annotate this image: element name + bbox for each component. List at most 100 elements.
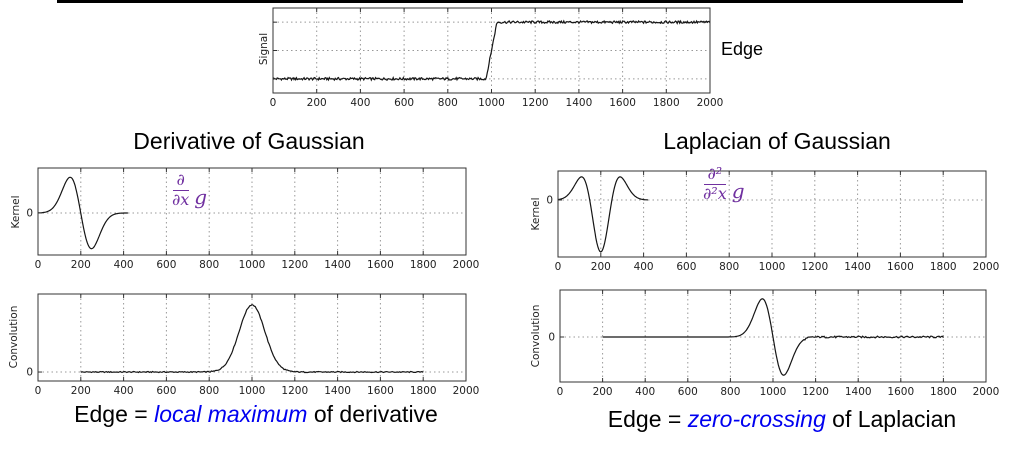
signal-curve — [272, 19, 711, 82]
laplacian-formula-numerator: ∂² — [703, 165, 727, 185]
x-tick-label: 2000 — [453, 385, 480, 397]
x-tick-label: 1800 — [930, 261, 957, 273]
x-tick-label: 0 — [270, 97, 277, 109]
left-title: Derivative of Gaussian — [133, 128, 365, 154]
x-tick-label: 1000 — [239, 385, 266, 397]
x-tick-label: 1800 — [410, 385, 437, 397]
laplacian-formula: ∂² ∂²x g — [701, 165, 745, 204]
x-tick-label: 1200 — [802, 386, 829, 398]
derivative-formula-fraction: ∂ ∂x — [170, 171, 191, 209]
x-tick-label: 1800 — [410, 259, 437, 271]
x-tick-label: 1400 — [566, 97, 593, 109]
x-tick-label: 200 — [71, 259, 91, 271]
derivative-convolution-ylabel: Convolution — [8, 305, 20, 369]
x-tick-label: 1200 — [281, 385, 308, 397]
derivative-formula-operand: g — [194, 185, 208, 210]
x-tick-label: 1000 — [759, 261, 786, 273]
x-tick-label: 200 — [307, 97, 327, 109]
conv_dog-curve — [80, 304, 424, 374]
x-tick-label: 1200 — [281, 259, 308, 271]
x-tick-label: 400 — [114, 259, 134, 271]
x-tick-label: 400 — [634, 261, 654, 273]
x-tick-label: 2000 — [453, 259, 480, 271]
derivative-formula: ∂ ∂x g — [170, 171, 208, 210]
x-tick-label: 1200 — [522, 97, 549, 109]
x-tick-label: 0 — [35, 259, 42, 271]
derivative-formula-numerator: ∂ — [172, 171, 189, 191]
right-caption-prefix: Edge = — [607, 406, 688, 432]
x-tick-label: 1600 — [609, 97, 636, 109]
top-divider-rule — [57, 0, 963, 3]
laplacian-kernel-plot: 0 200 400 600 800 1000 1200 1400 1600 1800 2000 0 — [538, 167, 1010, 280]
left-caption: Edge = local maximum of derivative — [26, 401, 486, 428]
right-caption: Edge = zero-crossing of Laplacian — [552, 406, 1012, 433]
y-tick-label: 0 — [26, 207, 33, 219]
x-tick-label: 1000 — [478, 97, 505, 109]
x-tick-label: 2000 — [973, 386, 1000, 398]
conv_log-canvas: 0 200 400 600 800 1000 1200 1400 1600 1800 2000 0 — [548, 289, 1000, 398]
x-tick-label: 600 — [156, 385, 176, 397]
x-tick-label: 1000 — [760, 386, 787, 398]
x-tick-label: 200 — [591, 261, 611, 273]
derivative-formula-denominator: ∂x — [172, 189, 190, 209]
x-tick-label: 600 — [678, 386, 698, 398]
x-tick-label: 2000 — [973, 261, 1000, 273]
derivative-kernel-plot: 0 200 400 600 800 1000 1200 1400 1600 1800 2000 0 — [18, 164, 490, 278]
x-tick-label: 200 — [71, 385, 91, 397]
right-title: Laplacian of Gaussian — [663, 128, 891, 154]
laplacian-formula-denominator: ∂²x — [703, 183, 727, 203]
left-caption-suffix: of derivative — [307, 401, 438, 427]
derivative-kernel-ylabel: Kernel — [10, 195, 22, 229]
kernel_dog-canvas: 0 200 400 600 800 1000 1200 1400 1600 1800 2000 0 — [26, 167, 480, 271]
x-tick-label: 800 — [199, 259, 219, 271]
laplacian-convolution-ylabel: Convolution — [530, 304, 542, 368]
kernel_log-canvas: 0 200 400 600 800 1000 1200 1400 1600 1800 2000 0 — [546, 170, 1000, 273]
x-tick-label: 800 — [720, 386, 740, 398]
kernel_dog-curve — [38, 176, 128, 250]
x-tick-label: 1600 — [887, 261, 914, 273]
x-tick-label: 400 — [114, 385, 134, 397]
laplacian-kernel-ylabel: Kernel — [530, 197, 542, 231]
x-tick-label: 1800 — [653, 97, 680, 109]
x-tick-label: 1600 — [367, 385, 394, 397]
right-caption-highlight: zero-crossing — [687, 406, 826, 432]
x-tick-label: 1400 — [324, 385, 351, 397]
x-tick-label: 600 — [156, 259, 176, 271]
x-tick-label: 0 — [557, 386, 564, 398]
x-tick-label: 1800 — [930, 386, 957, 398]
x-tick-label: 200 — [593, 386, 613, 398]
x-tick-label: 1000 — [239, 259, 266, 271]
y-tick-label: 0 — [26, 367, 33, 379]
x-tick-label: 1200 — [801, 261, 828, 273]
left-caption-prefix: Edge = — [74, 401, 155, 427]
laplacian-formula-operand: g — [731, 179, 745, 204]
y-tick-label: 0 — [546, 195, 553, 207]
derivative-convolution-plot: 0 200 400 600 800 1000 1200 1400 1600 1800 2000 0 — [18, 290, 490, 404]
left-caption-highlight: local maximum — [154, 401, 308, 427]
x-tick-label: 1600 — [887, 386, 914, 398]
y-tick-label: 0 — [548, 332, 555, 344]
x-tick-label: 800 — [438, 97, 458, 109]
edge-annotation: Edge — [721, 39, 764, 59]
x-tick-label: 800 — [719, 261, 739, 273]
x-tick-label: 800 — [199, 385, 219, 397]
laplacian-formula-fraction: ∂² ∂²x — [701, 165, 729, 203]
x-tick-label: 1600 — [367, 259, 394, 271]
x-tick-label: 400 — [350, 97, 370, 109]
x-tick-label: 1400 — [845, 386, 872, 398]
right-caption-suffix: of Laplacian — [825, 406, 957, 432]
conv_dog-canvas: 0 200 400 600 800 1000 1200 1400 1600 1800 2000 0 — [26, 293, 480, 397]
x-tick-label: 1400 — [324, 259, 351, 271]
kernel_log-curve — [557, 176, 648, 253]
signal-plot: 0 200 400 600 800 1000 1200 1400 1600 1800 2000 — [253, 4, 734, 116]
laplacian-convolution-plot: 0 200 400 600 800 1000 1200 1400 1600 1800 2000 0 — [540, 286, 1010, 405]
x-tick-label: 600 — [394, 97, 414, 109]
x-tick-label: 400 — [635, 386, 655, 398]
x-tick-label: 1400 — [844, 261, 871, 273]
x-tick-label: 600 — [676, 261, 696, 273]
x-tick-label: 2000 — [697, 97, 724, 109]
x-tick-label: 0 — [555, 261, 562, 273]
x-tick-label: 0 — [35, 385, 42, 397]
conv_log-curve — [602, 298, 944, 376]
